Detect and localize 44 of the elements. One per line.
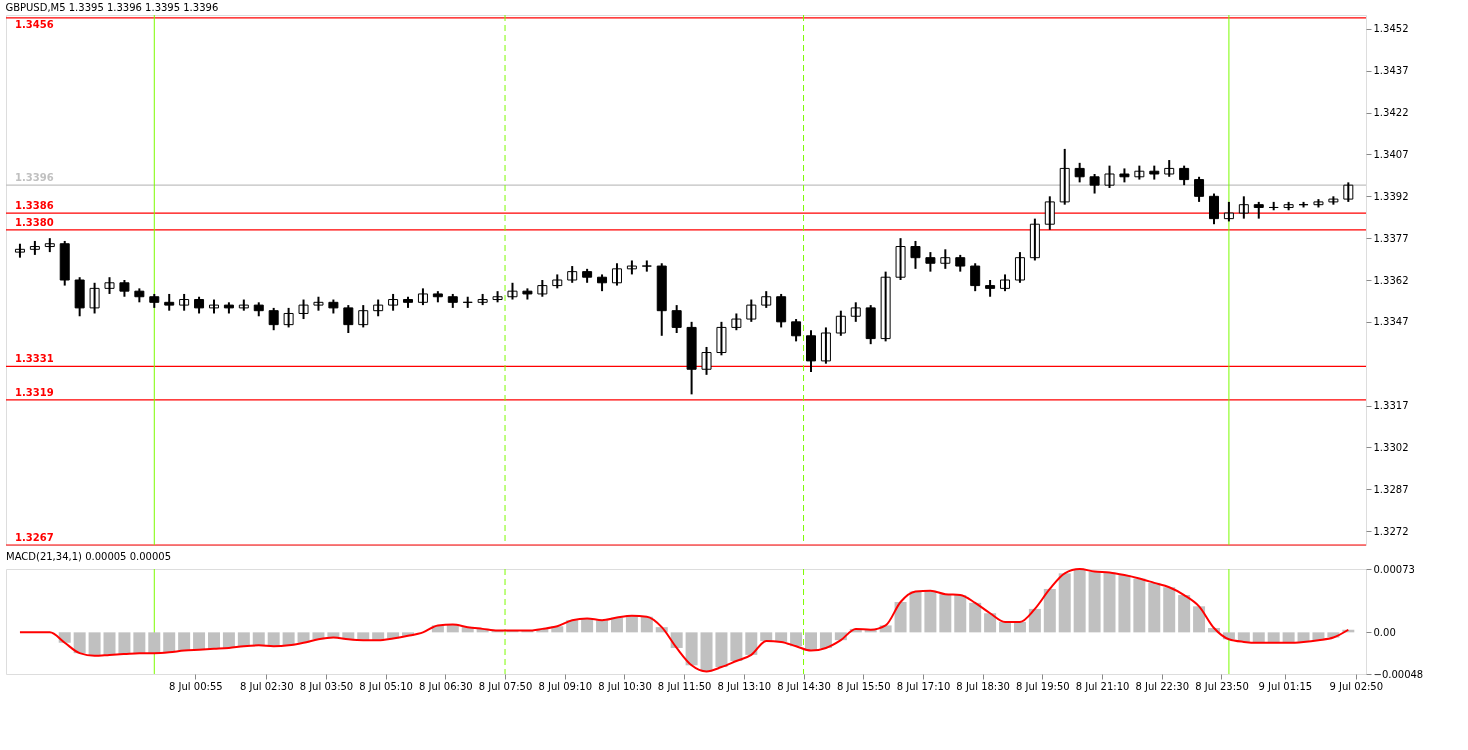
y-tick-label: 1.3362 [1373,274,1409,286]
y-tick-label: 1.3272 [1373,525,1409,537]
x-tick-label: 8 Jul 00:55 [169,680,223,692]
x-tick-label: 8 Jul 17:10 [896,680,951,692]
y-tick-label: 1.3392 [1373,190,1409,202]
y-tick-label: 1.3287 [1373,483,1409,495]
x-tick-label: 8 Jul 18:30 [956,680,1010,692]
chart-title: GBPUSD,M5 1.3395 1.3396 1.3395 1.3396 [5,1,219,13]
y-tick-label: 1.3377 [1373,232,1409,244]
x-tick-label: 9 Jul 02:50 [1329,680,1384,692]
x-tick-label: 8 Jul 21:10 [1075,680,1130,692]
x-tick-label: 8 Jul 11:50 [657,680,712,692]
ref-line-label: 1.3380 [15,216,54,228]
y-tick-label: 1.3347 [1373,316,1409,328]
x-tick-label: 8 Jul 03:50 [299,680,354,692]
y-tick-label: 1.3437 [1373,65,1409,77]
x-tick-label: 8 Jul 07:50 [478,680,533,692]
ref-line-label: 1.3456 [15,18,54,30]
y-tick-label: 1.3317 [1373,400,1409,412]
ref-line-label: 1.3396 [15,172,54,184]
y-tick-label: 1.3452 [1373,23,1409,35]
x-tick-label: 8 Jul 02:30 [239,680,294,692]
ref-line-label: 1.3319 [15,386,54,398]
y-tick-label: 1.3422 [1373,107,1409,119]
x-tick-label: 9 Jul 01:15 [1258,680,1313,692]
x-tick-label: 8 Jul 05:10 [359,680,413,692]
x-tick-label: 8 Jul 13:10 [717,680,772,692]
x-tick-label: 8 Jul 06:30 [419,680,473,692]
y-tick-label: 1.3407 [1373,148,1409,160]
ref-line-label: 1.3386 [15,200,54,212]
ref-line-label: 1.3331 [15,353,54,365]
chart-title: MACD(21,34,1) 0.00005 0.00005 [6,551,172,562]
y-tick-label: 0.00073 [1373,563,1415,575]
x-tick-label: 8 Jul 19:50 [1016,680,1070,692]
ref-line-label: 1.3267 [15,532,54,543]
y-tick-label: 0.00 [1373,626,1396,638]
x-tick-label: 8 Jul 22:30 [1135,680,1190,692]
y-tick-label: −0.00048 [1373,668,1424,680]
x-tick-label: 8 Jul 23:50 [1195,680,1249,692]
x-tick-label: 8 Jul 10:30 [598,680,652,692]
x-tick-label: 8 Jul 15:50 [836,680,891,692]
x-tick-label: 8 Jul 09:10 [538,680,593,692]
y-tick-label: 1.3302 [1373,441,1409,453]
x-tick-label: 8 Jul 14:30 [777,680,831,692]
